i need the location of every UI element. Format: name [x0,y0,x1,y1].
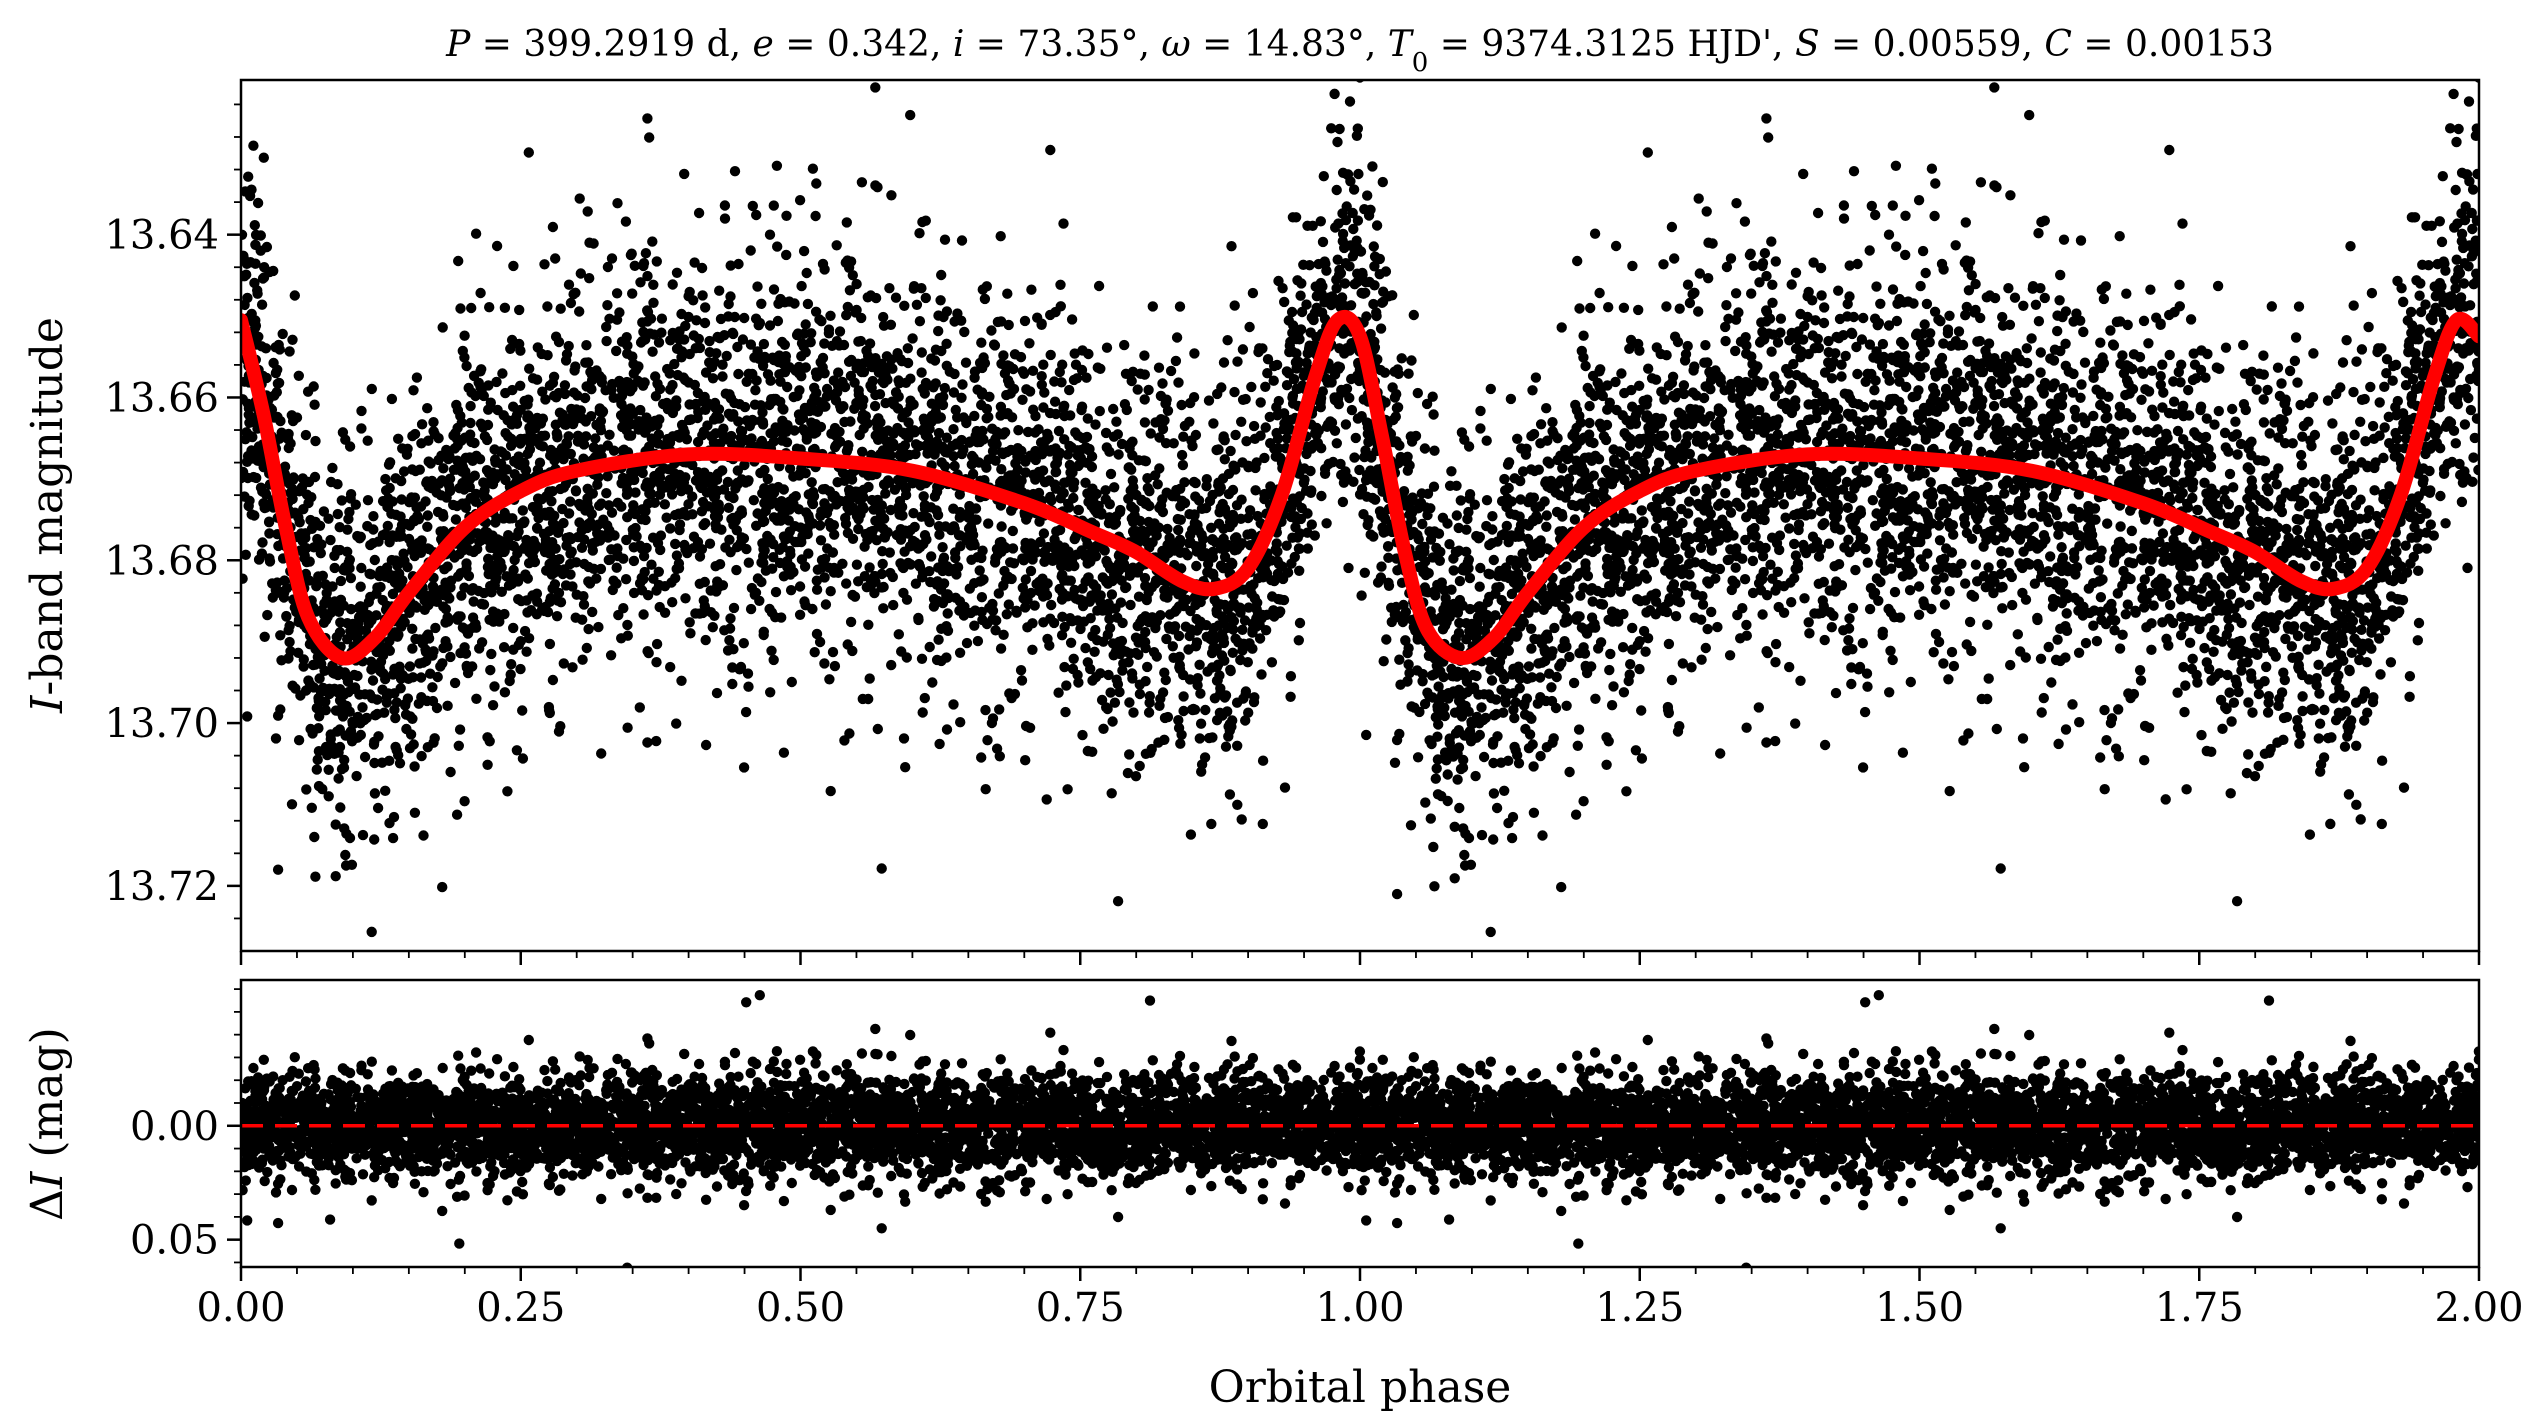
y-tick-label: 13.72 [104,864,219,910]
y-tick-label: 13.70 [104,701,219,747]
x-tick-label: 1.50 [1875,1285,1964,1331]
x-tick-label: 0.25 [476,1285,565,1331]
x-tick-label: 1.25 [1595,1285,1684,1331]
chart-title: P = 399.2919 d, e = 0.342, i = 73.35°, ω… [445,24,2274,78]
y-tick-label: 13.68 [104,538,219,584]
observed-points [236,0,2484,1024]
residual-points [236,990,2484,1273]
top-panel: 13.64 13.66 13.68 13.70 13.72 I-band magnitu… [22,0,2484,1024]
x-tick-label: 0.50 [756,1285,845,1331]
y-tick-label: 13.64 [104,213,219,259]
y-tick-label: 0.00 [130,1104,219,1150]
residual-point-cloud [236,990,2484,1273]
y-tick-label: 0.05 [130,1218,219,1264]
bottom-y-axis-label: ΔI (mag) [22,1027,73,1221]
bottom-x-ticks: 0.00 0.25 0.50 0.75 1.00 1.25 1.50 1.75 2.00 [196,1267,2523,1331]
x-tick-label: 1.75 [2155,1285,2244,1331]
top-y-axis-label: I-band magnitude [22,317,73,714]
top-y-ticks: 13.64 13.66 13.68 13.70 13.72 [104,104,241,918]
x-tick-label: 1.00 [1315,1285,1404,1331]
bottom-panel: 0.00 0.05 0.00 0.25 0.50 0.75 1.00 1.25 1.50 1.7… [22,980,2524,1413]
x-tick-label: 0.75 [1036,1285,1125,1331]
y-tick-label: 13.66 [104,375,219,421]
x-axis-label: Orbital phase [1209,1362,1512,1413]
x-tick-label: 0.00 [196,1285,285,1331]
observed-point-cloud [236,0,2484,1024]
x-tick-label: 2.00 [2434,1285,2523,1331]
top-x-ticks [241,951,2479,965]
bottom-y-ticks: 0.00 0.05 [130,989,241,1264]
